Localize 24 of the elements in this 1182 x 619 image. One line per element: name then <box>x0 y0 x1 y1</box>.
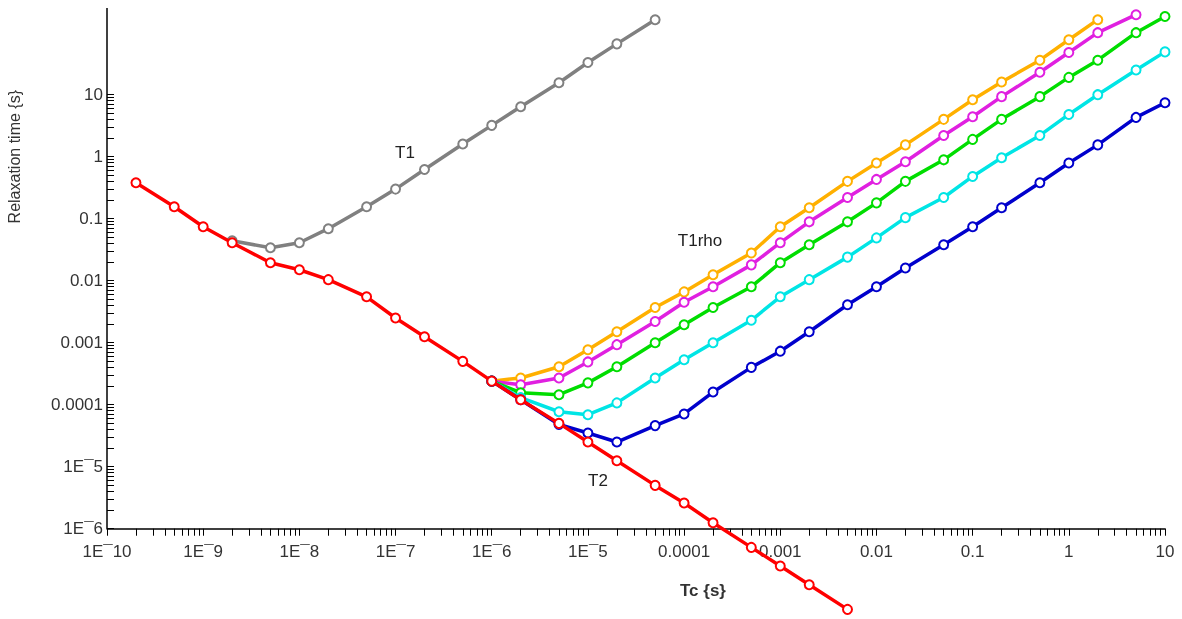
y-axis-title: Relaxation time {s} <box>5 89 23 224</box>
y-tick-label: 0.001 <box>60 333 103 353</box>
y-tick-label: 1E¯6 <box>63 519 103 539</box>
x-tick-label: 0.0001 <box>658 541 711 561</box>
y-tick-label: 10 <box>84 85 103 105</box>
x-tick-label: 1 <box>1064 541 1074 561</box>
x-tick-label: 0.01 <box>859 541 893 561</box>
x-tick-label: 1E¯7 <box>375 541 416 561</box>
annotation: T2 <box>588 470 608 490</box>
x-tick-label: 1E¯5 <box>568 541 608 561</box>
annotation: T1rho <box>677 230 723 250</box>
x-tick-label: 1E¯9 <box>183 541 223 561</box>
x-tick-label: 1E¯6 <box>471 541 512 561</box>
y-tick-label: 0.1 <box>79 209 103 229</box>
y-tick-label: 1E¯5 <box>63 457 103 477</box>
annotation: T1 <box>395 142 415 162</box>
x-tick-label: 0.1 <box>960 541 985 561</box>
x-tick-label: 10 <box>1155 541 1175 561</box>
y-tick-label: 0.01 <box>69 271 103 291</box>
x-tick-label: 1E¯8 <box>279 541 320 561</box>
x-tick-label: 1E¯10 <box>82 541 132 561</box>
y-tick-label: 1 <box>93 147 103 167</box>
x-axis-title: Tc {s} <box>680 581 727 600</box>
y-tick-label: 0.0001 <box>51 395 103 415</box>
